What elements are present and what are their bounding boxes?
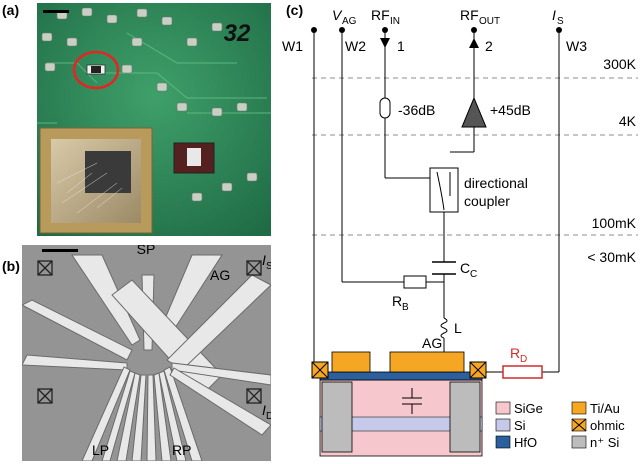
vag-sub-label: AG (342, 16, 357, 27)
port1-label: 1 (397, 38, 405, 54)
w3-label: W3 (566, 38, 587, 54)
is-label: I (262, 252, 266, 268)
rd-symbol (502, 365, 543, 379)
coupler-label-line2: coupler (464, 193, 510, 209)
sp-label: SP (137, 245, 156, 257)
panel-a-label: (a) (2, 2, 20, 18)
legend-si: Si (514, 418, 526, 433)
rfin-arrow (380, 38, 390, 48)
legend-nsi: n⁺ Si (590, 435, 619, 450)
rp-label: RP (172, 442, 191, 458)
temp-100mk: 100mK (592, 215, 637, 231)
legend-swatch-si (495, 418, 511, 432)
is-top-sub-label: S (557, 16, 564, 27)
rfout-label: RF (460, 7, 479, 23)
legend-tiau: Ti/Au (590, 401, 620, 416)
w2-label: W2 (345, 38, 366, 54)
is-sub-label: S (266, 261, 271, 272)
cc-sub-label: C (470, 269, 477, 280)
cc-label: C (460, 260, 470, 276)
ag-gate-label: AG (422, 335, 442, 351)
coupler-label-line1: directional (464, 175, 528, 191)
sem-image: SP AG I S I D LP RP (22, 245, 271, 461)
ag-label: AG (210, 267, 230, 283)
rb-label: R (392, 293, 402, 309)
inductor-symbol (440, 317, 448, 339)
legend-swatch-tiau (571, 401, 587, 415)
legend-sige: SiGe (514, 401, 543, 416)
rfout-sub-label: OUT (479, 16, 500, 27)
rd-label: R (510, 345, 520, 361)
temp-300k: 300K (603, 56, 636, 72)
vag-label: V (332, 7, 343, 23)
panel-b-label: (b) (2, 258, 20, 274)
rfin-sub-label: IN (390, 16, 400, 27)
id-label: I (262, 402, 266, 418)
amplifier-label: +45dB (490, 102, 531, 118)
w1-label: W1 (282, 38, 303, 54)
panel-c-label: (c) (286, 2, 304, 18)
legend-swatch-hfo (495, 435, 511, 449)
legend-swatch-nsi (571, 435, 587, 449)
rd-sub-label: D (520, 354, 527, 365)
directional-coupler-symbol (429, 167, 459, 213)
rfout-arrow (469, 38, 479, 48)
device-cross-section (311, 351, 487, 457)
attenuator-label: -36dB (398, 102, 435, 118)
legend-ohmic: ohmic (590, 418, 625, 433)
rfin-label: RF (371, 7, 390, 23)
legend-swatch-sige (495, 401, 511, 415)
amplifier-symbol (461, 96, 487, 128)
pcb-photo: 32 (37, 3, 271, 236)
chip-number: 32 (224, 20, 251, 47)
l-label: L (454, 320, 462, 336)
port2-label: 2 (485, 38, 493, 54)
legend-hfo: HfO (514, 435, 537, 450)
rb-sub-label: B (402, 302, 409, 313)
lp-label: LP (92, 442, 109, 458)
temp-4k: 4K (619, 113, 637, 129)
circuit-schematic: 300K 4K 100mK < 30mK V AG RF IN RF OUT I… (282, 0, 641, 464)
attenuator-symbol (379, 97, 391, 119)
rb-symbol (403, 275, 427, 289)
id-sub-label: D (266, 411, 271, 422)
temp-30mk: < 30mK (587, 249, 636, 265)
legend: SiGe Ti/Au Si ohmic HfO n⁺ Si (495, 401, 625, 450)
is-top-label: I (552, 7, 556, 23)
